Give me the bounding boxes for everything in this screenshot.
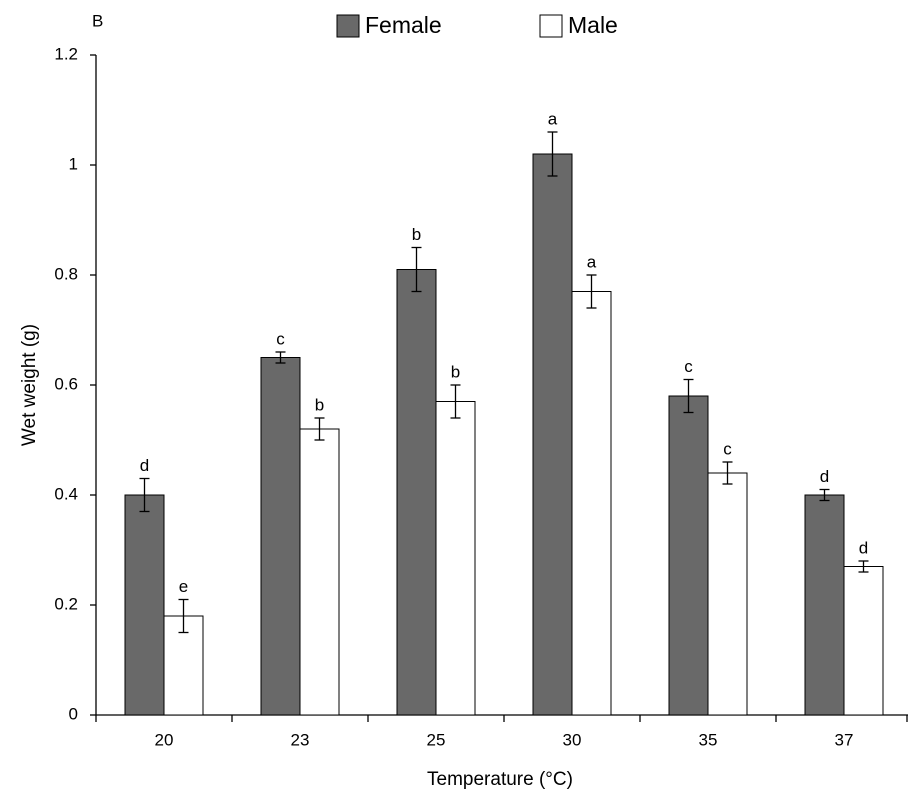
significance-letter: c	[723, 439, 732, 458]
bar	[532, 153, 573, 716]
y-tick-label: 0	[69, 704, 78, 723]
y-tick-label: 1	[69, 154, 78, 173]
significance-letter: d	[859, 538, 868, 557]
x-tick-label: 37	[835, 730, 854, 749]
x-tick-label: 30	[563, 730, 582, 749]
y-tick-label: 0.6	[54, 374, 78, 393]
legend-swatch	[336, 14, 360, 38]
bar	[843, 566, 884, 716]
significance-letter: c	[276, 329, 285, 348]
significance-letter: b	[412, 225, 421, 244]
bar	[668, 395, 709, 716]
legend-label: Female	[365, 12, 442, 38]
x-axis-label: Temperature (°C)	[427, 769, 573, 790]
bar	[124, 494, 165, 716]
y-tick-label: 0.4	[54, 484, 78, 503]
significance-letter: d	[140, 456, 149, 475]
x-tick-label: 35	[699, 730, 718, 749]
bar	[260, 357, 301, 716]
significance-letter: e	[179, 577, 188, 596]
bar	[707, 472, 748, 716]
significance-letter: b	[451, 362, 460, 381]
y-tick-label: 0.8	[54, 264, 78, 283]
x-tick-label: 23	[291, 730, 310, 749]
legend-swatch	[539, 14, 563, 38]
bar	[804, 494, 845, 716]
significance-letter: b	[315, 395, 324, 414]
significance-letter: d	[820, 467, 829, 486]
x-tick-label: 25	[427, 730, 446, 749]
significance-letter: a	[548, 109, 558, 128]
panel-label: B	[92, 11, 103, 30]
y-axis-label: Wet weight (g)	[19, 324, 40, 446]
x-tick-label: 20	[155, 730, 174, 749]
y-tick-label: 0.2	[54, 594, 78, 613]
legend-label: Male	[568, 12, 618, 38]
bar	[435, 401, 476, 716]
significance-letter: c	[684, 357, 693, 376]
bar	[299, 428, 340, 716]
y-tick-label: 1.2	[54, 44, 78, 63]
significance-letter: a	[587, 252, 597, 271]
bar	[396, 269, 437, 716]
bar	[571, 291, 612, 716]
